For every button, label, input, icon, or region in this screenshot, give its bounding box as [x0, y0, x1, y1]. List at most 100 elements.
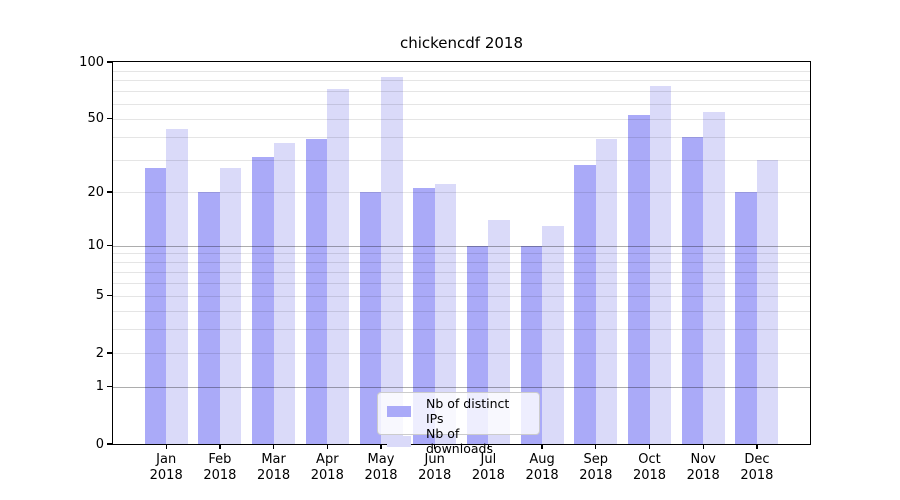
x-tick-year: 2018 — [525, 468, 559, 483]
plot-area: Nb of distinct IPs Nb of downloads — [113, 62, 810, 456]
x-tick-label: Mar 2018 — [238, 452, 310, 484]
gridline-minor — [113, 192, 810, 193]
x-tick-label: Aug 2018 — [506, 452, 578, 484]
x-tick-month: Sep — [583, 452, 609, 467]
y-tick-mark — [107, 385, 113, 388]
x-tick-label: Feb 2018 — [184, 452, 256, 484]
x-tick-year: 2018 — [257, 468, 291, 483]
legend: Nb of distinct IPs Nb of downloads — [377, 392, 540, 456]
gridline-minor — [113, 271, 810, 273]
y-tick-mark — [107, 191, 113, 193]
x-tick-label: Nov 2018 — [667, 452, 739, 484]
bar-downloads — [434, 184, 457, 444]
gridline-minor — [113, 80, 810, 82]
x-tick-year: 2018 — [149, 468, 183, 483]
grid-layer — [113, 62, 810, 444]
x-tick-label: Jun 2018 — [399, 452, 471, 484]
bar-distinct-ips — [681, 136, 704, 444]
x-tick-mark — [380, 444, 382, 449]
bar-distinct-ips — [735, 192, 757, 444]
x-tick-mark — [165, 444, 167, 449]
legend-entry-downloads: Nb of downloads — [387, 426, 530, 456]
x-tick-mark — [272, 444, 275, 449]
x-tick-mark — [487, 444, 490, 449]
x-tick-month: Oct — [638, 452, 661, 467]
legend-label-distinct-ips: Nb of distinct IPs — [426, 396, 510, 426]
legend-label-downloads: Nb of downloads — [426, 426, 493, 456]
bar-downloads — [273, 142, 296, 444]
bar-downloads — [756, 159, 779, 444]
x-tick-month: Feb — [208, 452, 232, 467]
x-tick-year: 2018 — [203, 468, 237, 483]
x-tick-label: Jul 2018 — [452, 452, 524, 484]
y-tick-label: 1 — [95, 379, 104, 395]
y-tick-mark — [107, 61, 113, 63]
gridline-minor — [113, 118, 810, 120]
bar-downloads — [595, 138, 618, 444]
y-tick-label: 2 — [95, 345, 104, 361]
x-tick-mark — [595, 444, 597, 449]
legend-entry-distinct-ips: Nb of distinct IPs — [387, 396, 530, 426]
x-tick-mark — [648, 444, 651, 449]
x-tick-year: 2018 — [364, 468, 398, 483]
bar-downloads — [649, 85, 671, 444]
x-tick-label: May 2018 — [345, 452, 417, 484]
y-tick-label: 50 — [87, 111, 104, 127]
gridline-minor — [113, 282, 810, 284]
y-tick-label: 10 — [87, 238, 104, 254]
y-tick-label: 100 — [79, 54, 104, 70]
x-tick-year: 2018 — [310, 468, 344, 483]
gridline-minor — [113, 329, 810, 331]
bar-downloads — [166, 128, 188, 444]
gridline-minor — [113, 136, 810, 138]
gridline-minor — [113, 253, 810, 255]
y-tick-label: 0 — [95, 436, 104, 452]
y-tick-mark — [107, 117, 113, 120]
bar-distinct-ips — [252, 157, 274, 444]
x-tick-mark — [434, 444, 436, 449]
x-tick-year: 2018 — [579, 468, 613, 483]
x-tick-mark — [756, 444, 758, 449]
x-tick-month: Aug — [529, 452, 555, 467]
x-tick-label: Sep 2018 — [560, 452, 632, 484]
y-tick-label: 20 — [87, 184, 104, 200]
x-tick-year: 2018 — [740, 468, 774, 483]
x-tick-mark — [326, 444, 328, 449]
x-tick-mark — [219, 444, 221, 449]
x-tick-month: Apr — [316, 452, 339, 467]
bar-downloads — [703, 112, 725, 444]
x-tick-month: Jul — [480, 452, 497, 467]
bar-downloads — [327, 88, 349, 444]
x-tick-month: Mar — [261, 452, 286, 467]
x-tick-month: Jun — [424, 452, 445, 467]
bar-distinct-ips — [628, 115, 650, 444]
spine-right — [810, 60, 812, 446]
gridline-minor — [113, 262, 810, 264]
gridline-minor — [113, 295, 810, 297]
y-tick-mark — [107, 443, 113, 445]
gridline-minor — [113, 91, 810, 93]
x-tick-year: 2018 — [632, 468, 667, 483]
x-tick-month: Jan — [156, 452, 177, 467]
x-tick-label: Apr 2018 — [291, 452, 363, 484]
x-tick-label: Jan 2018 — [130, 452, 202, 484]
x-tick-month: May — [367, 452, 395, 467]
bar-downloads — [219, 168, 242, 444]
bar-downloads — [381, 77, 403, 444]
x-tick-mark — [702, 444, 704, 449]
bar-distinct-ips — [413, 188, 435, 444]
x-tick-label: Oct 2018 — [614, 452, 686, 484]
gridline-minor — [113, 353, 810, 355]
bar-downloads — [488, 219, 510, 444]
chart-title: chickencdf 2018 — [399, 34, 524, 52]
bar-distinct-ips — [359, 192, 381, 444]
y-tick-label: 5 — [95, 288, 104, 304]
x-tick-label: Dec 2018 — [721, 452, 793, 484]
x-tick-mark — [541, 444, 543, 449]
bar-downloads — [542, 225, 564, 444]
y-tick-mark — [107, 352, 113, 354]
legend-swatch-downloads — [387, 435, 411, 447]
gridline-minor — [113, 159, 810, 161]
gridline-minor — [113, 310, 810, 312]
